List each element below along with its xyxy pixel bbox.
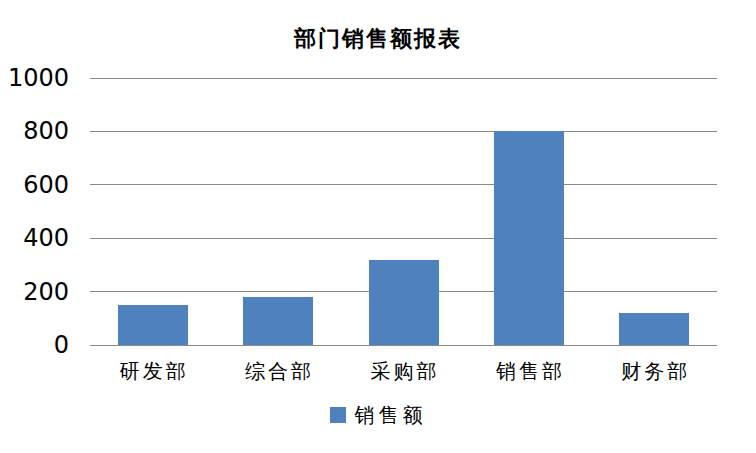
x-axis-category-label: 研发部: [90, 358, 215, 385]
bar-研发部: [118, 305, 188, 345]
legend: 销售额: [0, 405, 756, 425]
y-axis-tick-label: 1000: [0, 66, 69, 90]
department-sales-bar-chart: 部门销售额报表 0 200 400 600 800 1000 研发部综合部采购部销售部财务…: [0, 0, 756, 453]
bar-销售部: [494, 131, 564, 345]
y-axis-tick-label: 400: [0, 226, 69, 250]
gridline: [90, 184, 717, 185]
gridline: [90, 131, 717, 132]
legend-label: 销售额: [355, 405, 427, 425]
x-axis-category-label: 财务部: [592, 358, 717, 385]
gridline: [90, 78, 717, 79]
y-axis-tick-label: 600: [0, 173, 69, 197]
x-axis-category-label: 采购部: [341, 358, 466, 385]
y-axis-tick-label: 200: [0, 280, 69, 304]
y-axis-tick-label: 800: [0, 119, 69, 143]
chart-title: 部门销售额报表: [0, 24, 756, 54]
bar-采购部: [369, 260, 439, 345]
y-axis-tick-label: 0: [0, 333, 69, 357]
bar-综合部: [243, 297, 313, 345]
x-axis-category-label: 销售部: [466, 358, 591, 385]
legend-marker-icon: [330, 407, 346, 423]
gridline: [90, 238, 717, 239]
x-axis-category-label: 综合部: [215, 358, 340, 385]
bar-财务部: [619, 313, 689, 345]
